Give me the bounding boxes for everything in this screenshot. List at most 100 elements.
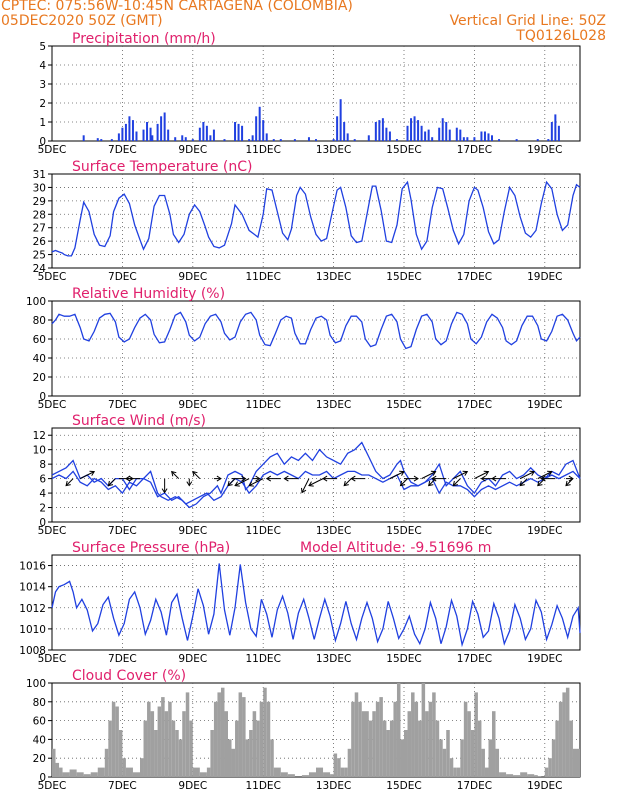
cloud-bar (97, 767, 105, 777)
precip-bar (121, 127, 124, 141)
temperature-xtick-label: 7DEC (108, 271, 137, 283)
precip-bar (410, 118, 413, 141)
cloud-bar (400, 739, 404, 777)
cloud-bar (442, 748, 447, 777)
wind-xtick-label: 9DEC (178, 525, 207, 537)
precip-bar (462, 137, 465, 141)
precip-bar (367, 135, 370, 141)
pressure-ytick-label: 1014 (19, 582, 46, 594)
precip-bar (174, 137, 177, 141)
cloud-ytick-label: 20 (33, 753, 46, 765)
cloud-bar (432, 692, 436, 777)
cloud-bar (273, 767, 281, 777)
cloud-bar (368, 720, 373, 777)
wind-title: Surface Wind (m/s) (72, 413, 206, 429)
humidity-xtick-label: 17DEC (457, 399, 492, 411)
cloud-bar (168, 701, 172, 777)
wind-arrow (79, 470, 96, 480)
cloud-bar (164, 711, 169, 777)
precip-bar (142, 129, 145, 141)
cloud-bar (439, 739, 443, 777)
cloud-bar (460, 739, 464, 777)
cloud-bar (175, 730, 179, 777)
pressure-ytick-label: 1016 (19, 561, 46, 573)
precip-ytick-label: 0 (39, 136, 46, 148)
temperature-ytick-label: 24 (33, 263, 47, 275)
cloud-bar (224, 711, 228, 777)
precip-bar (184, 137, 187, 141)
temperature-ytick-label: 31 (33, 169, 46, 181)
cloud-bar (118, 730, 123, 777)
humidity-title: Relative Humidity (%) (72, 286, 225, 302)
precip-bar (279, 139, 282, 141)
cloud-bar (425, 711, 429, 777)
temperature-ytick-label: 30 (33, 182, 46, 194)
humidity-ytick-label: 0 (39, 391, 46, 403)
cloud-ytick-label: 80 (33, 697, 46, 709)
precip-bar (557, 125, 560, 141)
wind-arrow (350, 475, 366, 482)
precip-bar (255, 116, 258, 141)
precip-bar (427, 129, 430, 141)
temperature-ytick-label: 25 (33, 250, 46, 262)
cloud-bar (228, 739, 232, 777)
temperature-xtick-label: 17DEC (457, 271, 492, 283)
wind-arrow (213, 475, 222, 482)
precip-bar (156, 123, 159, 141)
cloud-bar (287, 774, 295, 777)
precip-bar (424, 131, 427, 141)
precip-xtick-label: 5DEC (38, 144, 67, 156)
humidity-ytick-label: 60 (33, 334, 46, 346)
wind-ytick-label: 6 (39, 474, 46, 486)
cloud-bar (569, 720, 573, 777)
precip-bar (374, 122, 377, 141)
cloud-bar (210, 730, 214, 777)
wind-series-line-2 (51, 470, 581, 505)
temperature-title: Surface Temperature (nC) (72, 159, 253, 175)
wind-arrow (186, 478, 193, 487)
precip-bar (181, 135, 184, 141)
pressure-ytick-label: 1008 (19, 645, 46, 657)
pressure-frame (51, 554, 581, 651)
precip-bar (241, 125, 244, 141)
pressure-xtick-label: 19DEC (527, 653, 562, 665)
wind-xtick-label: 15DEC (386, 525, 421, 537)
precip-title: Precipitation (mm/h) (72, 31, 216, 47)
humidity-ytick-label: 40 (33, 353, 46, 365)
temperature-xtick-label: 5DEC (38, 271, 67, 283)
cloud-bar (558, 701, 563, 777)
cloud-bar (330, 774, 334, 777)
precip-bar (413, 116, 416, 141)
cloud-bar (231, 748, 236, 777)
humidity-xtick-label: 11DEC (245, 399, 280, 411)
wind-ytick-label: 12 (33, 430, 46, 442)
wind-ytick-label: 4 (39, 488, 46, 500)
wind-arrow (389, 470, 405, 480)
wind-arrow (540, 475, 556, 482)
cloud-bar (474, 692, 478, 777)
cloud-bar (396, 683, 401, 777)
precip-bar (160, 116, 163, 141)
wind-arrow (474, 470, 490, 480)
precip-bar (82, 135, 85, 141)
precip-bar (191, 139, 194, 141)
cloud-bar (358, 701, 362, 777)
precip-xtick-label: 17DEC (457, 144, 492, 156)
cloud-bar (245, 739, 250, 777)
wind-arrow (234, 478, 250, 487)
cloud-bar (382, 720, 387, 777)
cloud-bar (555, 720, 559, 777)
pressure-ytick-label: 1012 (19, 603, 46, 615)
wind-ytick-label: 10 (33, 445, 46, 457)
cloud-bar (189, 720, 193, 777)
cloud-bar (161, 697, 165, 777)
precip-bar (550, 122, 553, 141)
cloud-bar (192, 767, 200, 777)
precip-bar (307, 137, 310, 141)
precip-bar (146, 122, 149, 141)
cloud-bar (572, 748, 580, 777)
temperature-xtick-label: 13DEC (316, 271, 351, 283)
precip-ytick-label: 2 (39, 98, 46, 110)
